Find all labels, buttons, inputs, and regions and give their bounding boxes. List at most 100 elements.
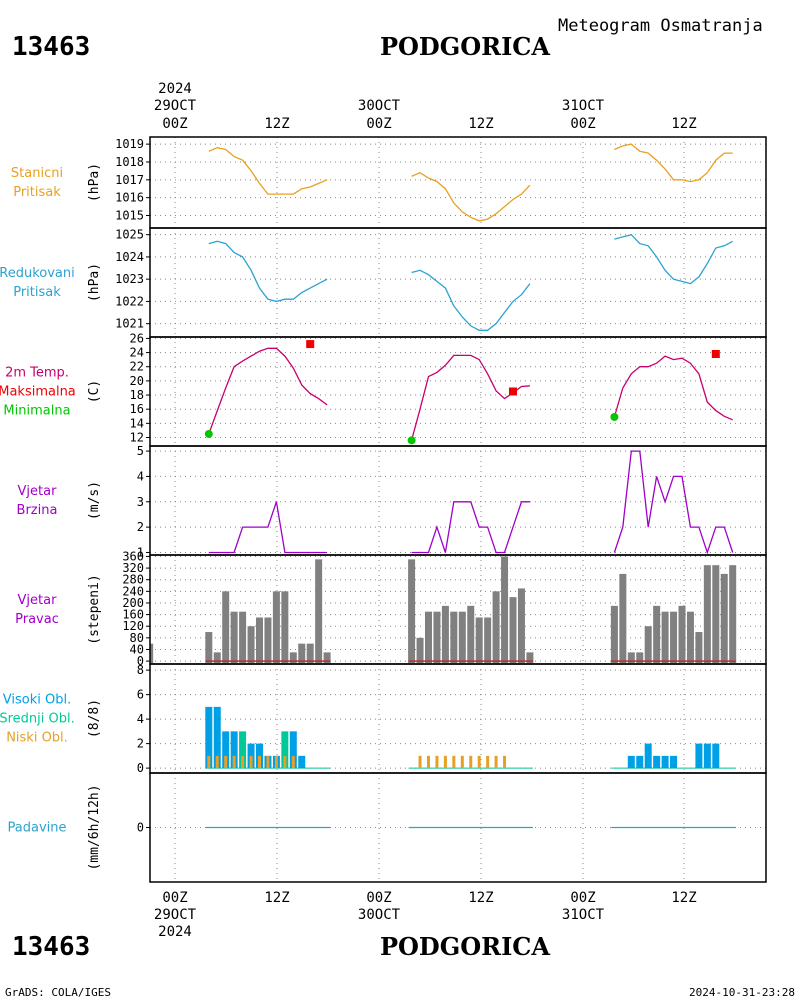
y-tick-label: 3: [137, 495, 144, 509]
y-tick-label: 18: [130, 388, 144, 402]
wind-direction-bar: [247, 626, 255, 664]
time-label-date: 30OCT: [358, 98, 401, 114]
footer-credit: GrADS: COLA/IGES: [5, 986, 111, 999]
cloud-low-bar: [443, 755, 447, 769]
wind-direction-bar: [678, 605, 686, 664]
reduced_pressure-series-line: [208, 240, 328, 303]
y-tick-label: 20: [130, 374, 144, 388]
y-tick-label: 1015: [115, 209, 144, 223]
wind-direction-bar: [661, 611, 669, 664]
panel-label-line: Visoki Obl.: [3, 693, 71, 708]
time-label-hour: 00Z: [162, 116, 187, 132]
y-axis-label: (hPa): [87, 163, 102, 202]
y-axis-label: (mm/6h/12h): [87, 784, 102, 870]
panel-frame: [149, 136, 767, 229]
cloud-low-bar: [241, 755, 245, 769]
wind_speed-series-line: [208, 501, 328, 554]
y-tick-label: 1018: [115, 155, 144, 169]
wind-direction-bar: [213, 652, 221, 664]
wind-direction-bar: [205, 632, 213, 664]
cloud-high-bar: [653, 755, 661, 769]
station_pressure-series-line: [411, 171, 531, 222]
wind-direction-bar: [450, 611, 458, 664]
y-tick-label: 120: [122, 619, 144, 633]
panel-label-line: Pritisak: [13, 185, 61, 200]
wind-direction-bar: [256, 617, 263, 664]
time-label-date: 29OCT: [154, 98, 197, 114]
y-tick-label: 24: [130, 346, 144, 360]
tmax-marker: [711, 349, 720, 358]
time-label-hour: 12Z: [264, 116, 289, 132]
cloud-low-bar: [258, 755, 261, 769]
y-tick-label: 160: [122, 608, 144, 622]
y-tick-label: 1023: [115, 272, 144, 286]
tmin-marker: [407, 436, 416, 445]
tmin-marker: [610, 412, 619, 421]
wind-direction-bar: [272, 591, 280, 664]
cloud-high-bar: [289, 731, 297, 769]
wind-direction-bar: [509, 597, 517, 664]
cloud-low-bar: [207, 755, 211, 769]
y-tick-label: 200: [122, 596, 144, 610]
cloud-high-bar: [627, 755, 635, 769]
cloud-high-bar: [695, 743, 703, 769]
reduced_pressure-series-line: [614, 233, 734, 285]
station-name-top: PODGORICA: [380, 32, 550, 61]
wind-direction-bar: [695, 632, 703, 664]
wind-direction-bar: [729, 565, 737, 664]
time-label-date: 31OCT: [562, 907, 605, 923]
wind-direction-bar: [492, 591, 500, 664]
tmin-marker: [204, 429, 213, 438]
cloud-high-bar: [298, 755, 306, 769]
temperature-series-line: [613, 355, 733, 421]
wind-direction-bar: [484, 617, 492, 664]
wind-direction-bar: [703, 565, 711, 664]
panel-label-line: Brzina: [17, 503, 58, 518]
cloud-low-bar: [494, 755, 498, 769]
cloud-low-bar: [435, 755, 439, 769]
y-tick-label: 1: [137, 545, 144, 559]
panel-frame: [149, 772, 767, 883]
y-tick-label: 0: [137, 654, 144, 668]
y-tick-label: 8: [137, 663, 144, 677]
cloud-low-bar: [503, 755, 507, 769]
time-label-year: 2024: [158, 924, 192, 940]
wind-direction-bar: [425, 611, 432, 664]
wind-direction-bar: [281, 591, 289, 664]
wind-direction-bar: [264, 617, 272, 664]
wind-direction-bar: [323, 652, 331, 664]
wind-direction-bar: [433, 611, 441, 664]
cloud-low-bar: [291, 755, 295, 769]
y-tick-label: 1025: [115, 228, 144, 242]
cloud-high-bar: [222, 731, 230, 769]
wind-direction-bar: [289, 652, 297, 664]
wind-direction-bar: [636, 652, 644, 664]
reduced_pressure-series-line: [411, 269, 531, 331]
station-id-top: 13463: [12, 32, 90, 62]
panel-precipitation: 0 (mm/6h/12h) Padavine: [8, 772, 767, 883]
cloud-low-bar: [266, 755, 270, 769]
panel-label-line: 2m Temp.: [5, 366, 69, 381]
cloud-low-bar: [249, 755, 253, 769]
cloud-low-bar: [460, 755, 464, 769]
cloud-low-bar: [215, 755, 219, 769]
cloud-high-bar: [636, 755, 644, 769]
temperature-series-line: [410, 354, 530, 441]
time-label-hour: 00Z: [366, 890, 391, 906]
panel-label-line: Srednji Obl.: [0, 712, 75, 727]
station-name-bottom: PODGORICA: [380, 932, 550, 961]
wind-direction-bar: [644, 626, 652, 664]
y-tick-label: 80: [130, 631, 144, 645]
tmax-marker: [306, 340, 315, 349]
wind_speed-series-line: [411, 501, 530, 554]
wind-direction-bar: [501, 556, 509, 664]
y-tick-label: 1021: [115, 317, 144, 331]
cloud-high-bar: [661, 755, 669, 769]
time-label-hour: 12Z: [468, 890, 493, 906]
y-tick-label: 5: [137, 444, 144, 458]
wind-direction-bar: [619, 573, 627, 664]
